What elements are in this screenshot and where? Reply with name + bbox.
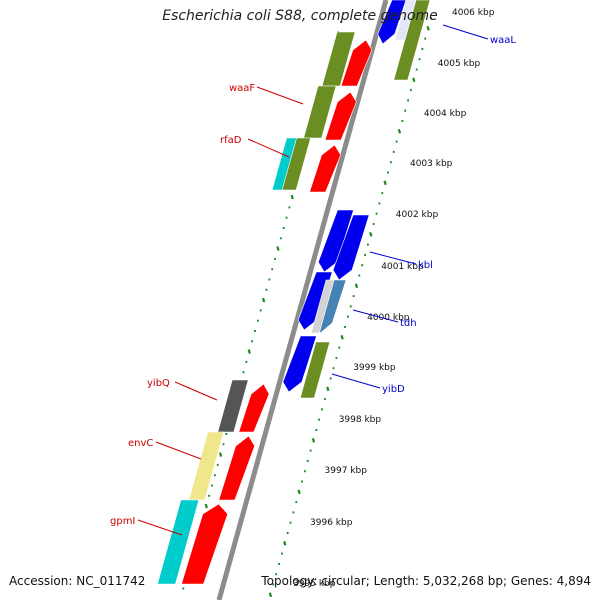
label-leader-line bbox=[174, 381, 218, 401]
map-title: Escherichia coli S88, complete genome bbox=[162, 8, 438, 24]
gene-label: waaF bbox=[229, 83, 255, 94]
gene-red-2 bbox=[324, 91, 357, 141]
tick-major bbox=[283, 540, 287, 546]
label-leader-line bbox=[442, 24, 489, 40]
gene-cyan-1 bbox=[271, 137, 297, 191]
scale-label: 3998 kbp bbox=[339, 415, 382, 425]
tick-major bbox=[340, 334, 344, 340]
scale-label: 4000 kbp bbox=[367, 313, 410, 323]
label-layer: 3995 kbp 3996 kbp 3997 kbp 3998 kbp 3999 kbp… bbox=[110, 8, 516, 589]
scale-label: 4004 kbp bbox=[424, 109, 467, 119]
gene-label: tdh bbox=[400, 318, 417, 329]
scale-label: 3995 kbp bbox=[293, 579, 336, 589]
scale-label: 3999 kbp bbox=[353, 363, 396, 373]
gene-label: rfaD bbox=[220, 135, 242, 146]
gene-red-3 bbox=[309, 144, 341, 193]
gene-blue-3 bbox=[332, 214, 370, 281]
label-leader-line bbox=[247, 138, 290, 158]
backbone-line bbox=[216, 0, 389, 600]
tick-major bbox=[369, 231, 373, 237]
gene-green-2 bbox=[303, 85, 337, 139]
gene-label: waaL bbox=[490, 35, 516, 46]
tick-major bbox=[261, 297, 266, 303]
accession-label: Accession: NC_011742 bbox=[9, 574, 146, 588]
gene-label: envC bbox=[128, 438, 153, 449]
gene-label: yibQ bbox=[147, 378, 170, 389]
tick-major bbox=[290, 194, 294, 200]
tick-major bbox=[218, 452, 223, 457]
label-leader-line bbox=[331, 373, 381, 389]
gene-red-6 bbox=[181, 503, 229, 585]
tick-major bbox=[297, 489, 301, 495]
gene-red-5 bbox=[218, 435, 255, 501]
gene-yellow-1 bbox=[188, 431, 225, 501]
tick-major bbox=[268, 592, 273, 598]
gene-red-4 bbox=[238, 383, 270, 433]
label-leader-line bbox=[369, 251, 417, 265]
gene-blue-5 bbox=[282, 335, 317, 393]
tick-major bbox=[354, 283, 359, 289]
tick-major bbox=[326, 386, 330, 392]
gene-cyan-2 bbox=[157, 499, 200, 585]
gene-label: gpmI bbox=[110, 516, 135, 527]
tick-major bbox=[426, 25, 430, 31]
genome-summary: Topology: circular; Length: 5,032,268 bp… bbox=[261, 574, 591, 588]
gene-green-4 bbox=[393, 0, 431, 81]
scale-label: 4005 kbp bbox=[438, 59, 481, 69]
scale-label: 4003 kbp bbox=[410, 159, 453, 169]
label-leader-line bbox=[352, 309, 399, 323]
gene-label: kbl bbox=[418, 260, 433, 271]
gene-lavender-1 bbox=[394, 0, 417, 41]
scale-label: 3996 kbp bbox=[310, 518, 353, 528]
gene-green-5 bbox=[299, 341, 331, 399]
gene-lightgray-1 bbox=[310, 279, 335, 334]
gene-red-1 bbox=[340, 39, 373, 87]
label-leader-line bbox=[137, 519, 183, 536]
scale-label: 4001 kbp bbox=[381, 262, 424, 272]
gene-blue-2 bbox=[317, 209, 354, 273]
scale-label: 4006 kbp bbox=[452, 8, 495, 18]
tick-major bbox=[397, 128, 402, 134]
tick-major bbox=[383, 180, 387, 186]
tick-major bbox=[204, 503, 208, 509]
outer-tick-track bbox=[268, 17, 432, 598]
tick-major bbox=[311, 437, 316, 443]
scale-label: 4002 kbp bbox=[396, 210, 439, 220]
gene-blue-4 bbox=[297, 271, 333, 331]
gene-gray-1 bbox=[217, 379, 249, 433]
gene-green-1 bbox=[321, 31, 356, 87]
feature-tracks bbox=[157, 0, 431, 585]
scale-label: 3997 kbp bbox=[325, 466, 368, 476]
label-leader-line bbox=[256, 86, 304, 105]
gene-blue-1 bbox=[377, 0, 407, 45]
label-leader-line bbox=[155, 441, 202, 460]
gene-label: yibD bbox=[382, 384, 405, 395]
tick-major bbox=[276, 246, 280, 251]
tick-major bbox=[247, 349, 251, 354]
tick-major bbox=[412, 77, 416, 83]
